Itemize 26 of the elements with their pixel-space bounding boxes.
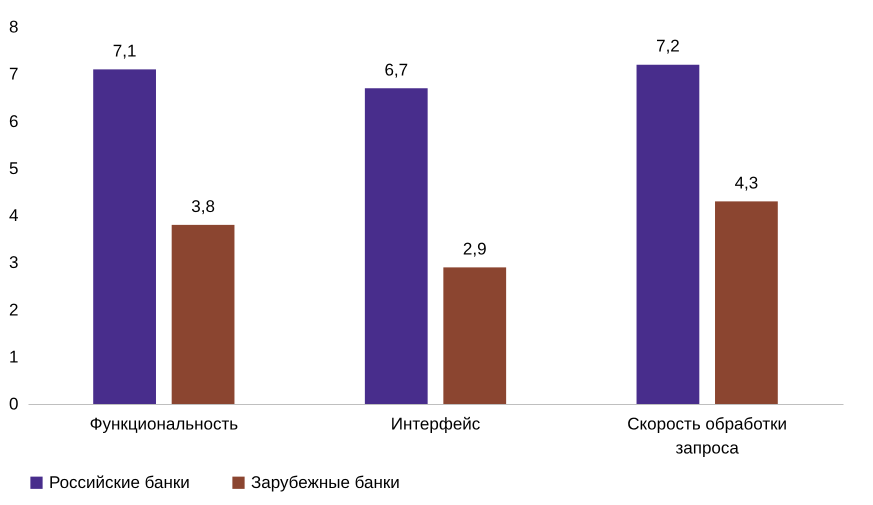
bar <box>364 88 428 404</box>
data-label: 6,7 <box>384 60 408 80</box>
legend-label: Зарубежные банки <box>251 472 400 492</box>
data-label: 3,8 <box>191 196 215 216</box>
y-tick-label: 0 <box>9 394 18 414</box>
y-tick-label: 2 <box>9 300 18 320</box>
y-tick-label: 7 <box>9 64 18 84</box>
bar <box>636 64 700 404</box>
y-tick-label: 5 <box>9 158 18 178</box>
bar <box>443 267 506 404</box>
bar <box>715 201 778 404</box>
x-tick-label: Функциональность <box>90 414 238 434</box>
data-label: 7,2 <box>656 36 680 56</box>
y-tick-label: 4 <box>9 206 18 225</box>
bar <box>93 69 156 404</box>
x-tick-label: Интерфейс <box>390 414 481 434</box>
y-tick-label: 6 <box>9 112 18 131</box>
data-label: 2,9 <box>462 239 487 258</box>
y-tick-label: 3 <box>9 253 18 272</box>
legend-label: Российские банки <box>49 472 190 492</box>
x-tick-label: Скорость обработки запроса <box>627 414 788 458</box>
y-tick-label: 8 <box>9 18 18 36</box>
data-label: 7,1 <box>112 41 136 60</box>
bar <box>172 224 234 404</box>
data-label: 4,3 <box>734 173 758 192</box>
y-tick-label: 1 <box>9 347 18 366</box>
